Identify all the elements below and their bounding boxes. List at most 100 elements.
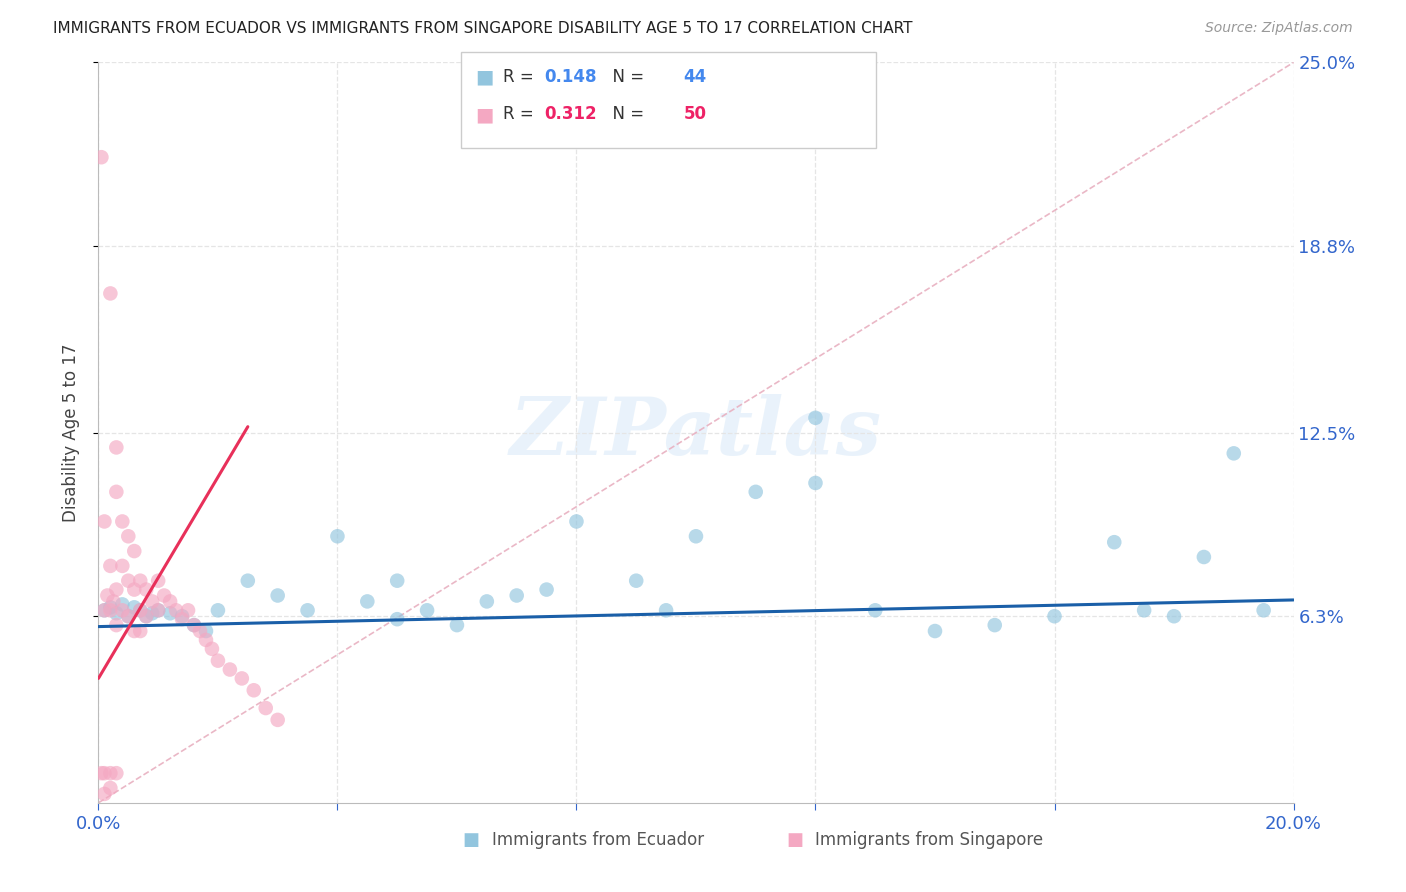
Point xyxy=(111,598,134,612)
Point xyxy=(183,618,205,632)
Point xyxy=(141,607,163,621)
Text: ■: ■ xyxy=(463,831,479,849)
Point xyxy=(172,612,194,626)
Text: Source: ZipAtlas.com: Source: ZipAtlas.com xyxy=(1205,21,1353,36)
Point xyxy=(135,609,157,624)
Point xyxy=(243,683,266,698)
Point xyxy=(385,574,409,588)
Point xyxy=(1223,446,1246,460)
Point xyxy=(153,589,176,603)
Point xyxy=(129,603,152,617)
Text: 44: 44 xyxy=(683,68,707,86)
Point xyxy=(93,603,115,617)
Point xyxy=(105,441,128,455)
Point xyxy=(93,766,115,780)
Point xyxy=(506,589,529,603)
Point xyxy=(1192,549,1215,564)
Point xyxy=(626,574,648,588)
Point xyxy=(117,609,139,624)
Text: R =: R = xyxy=(503,105,540,123)
Point xyxy=(536,582,558,597)
Text: ZIPatlas: ZIPatlas xyxy=(510,394,882,471)
Point xyxy=(219,663,242,677)
Point xyxy=(655,603,678,617)
Text: Immigrants from Ecuador: Immigrants from Ecuador xyxy=(492,831,704,849)
Point xyxy=(188,624,211,638)
Point xyxy=(90,150,112,164)
Point xyxy=(236,574,259,588)
Point xyxy=(135,609,157,624)
Point xyxy=(98,766,122,780)
Point xyxy=(105,607,128,621)
Point xyxy=(98,603,122,617)
Point xyxy=(105,582,128,597)
Point xyxy=(90,766,112,780)
Point xyxy=(105,484,128,499)
Point xyxy=(98,780,122,795)
Point xyxy=(129,574,152,588)
Point xyxy=(129,603,152,617)
Point xyxy=(165,603,187,617)
Text: R =: R = xyxy=(503,68,540,86)
Text: ■: ■ xyxy=(786,831,803,849)
Point xyxy=(105,766,128,780)
Point xyxy=(195,624,218,638)
Point xyxy=(416,603,439,617)
Point xyxy=(565,515,588,529)
Point xyxy=(326,529,349,543)
Point xyxy=(105,618,128,632)
Point xyxy=(98,286,122,301)
Point xyxy=(865,603,887,617)
Point xyxy=(98,558,122,573)
Point xyxy=(129,624,152,638)
Point xyxy=(124,544,146,558)
Point xyxy=(103,594,125,608)
Point xyxy=(385,612,409,626)
Point xyxy=(148,603,170,617)
Point xyxy=(111,515,134,529)
Point xyxy=(111,603,134,617)
Point xyxy=(804,475,827,490)
Point xyxy=(111,558,134,573)
Point xyxy=(1253,603,1275,617)
Text: 0.148: 0.148 xyxy=(544,68,596,86)
Text: N =: N = xyxy=(602,68,650,86)
Point xyxy=(159,607,181,621)
Point xyxy=(124,582,146,597)
Point xyxy=(254,701,277,715)
Point xyxy=(1104,535,1126,549)
Point xyxy=(207,603,229,617)
Point xyxy=(984,618,1007,632)
Point xyxy=(117,574,139,588)
Point xyxy=(98,600,122,615)
Point xyxy=(124,600,146,615)
Text: Immigrants from Singapore: Immigrants from Singapore xyxy=(815,831,1043,849)
Point xyxy=(924,624,946,638)
Point xyxy=(804,410,827,425)
Y-axis label: Disability Age 5 to 17: Disability Age 5 to 17 xyxy=(62,343,80,522)
Point xyxy=(93,603,115,617)
Point xyxy=(685,529,707,543)
Point xyxy=(124,624,146,638)
Point xyxy=(195,632,218,647)
Point xyxy=(183,618,205,632)
Point xyxy=(135,582,157,597)
Point xyxy=(159,594,181,608)
Point xyxy=(117,529,139,543)
Text: ■: ■ xyxy=(475,68,494,87)
Point xyxy=(475,594,498,608)
Point xyxy=(1043,609,1066,624)
Point xyxy=(117,609,139,624)
Point xyxy=(141,594,163,608)
Point xyxy=(93,787,115,801)
Point xyxy=(177,603,200,617)
Text: ■: ■ xyxy=(475,105,494,124)
Point xyxy=(1133,603,1156,617)
Point xyxy=(96,589,118,603)
Point xyxy=(356,594,378,608)
Point xyxy=(172,609,194,624)
Text: N =: N = xyxy=(602,105,650,123)
Point xyxy=(267,713,290,727)
Point xyxy=(201,641,224,656)
Point xyxy=(148,574,170,588)
